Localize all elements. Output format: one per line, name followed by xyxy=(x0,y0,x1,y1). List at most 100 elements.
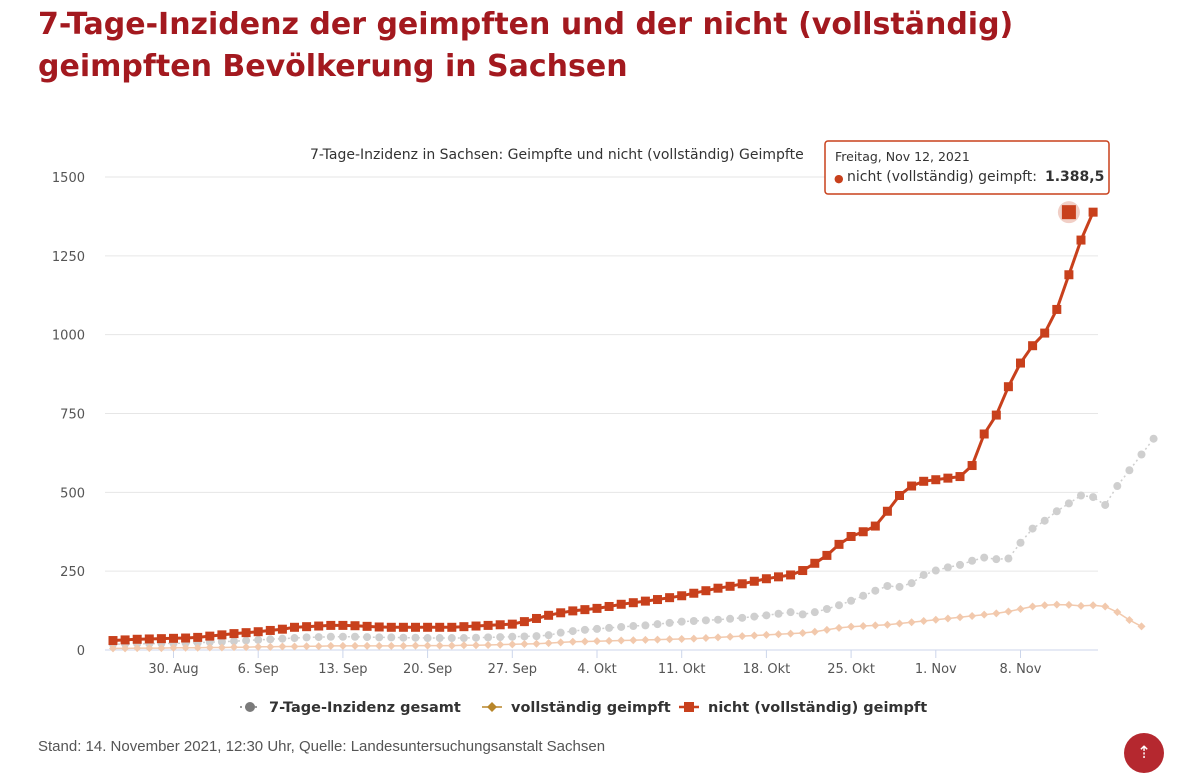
data-point[interactable] xyxy=(701,616,710,625)
data-point[interactable] xyxy=(496,640,505,649)
data-point[interactable] xyxy=(423,622,433,632)
data-point[interactable] xyxy=(145,644,154,653)
data-point[interactable] xyxy=(677,634,686,643)
data-point[interactable] xyxy=(375,641,384,650)
data-point[interactable] xyxy=(290,634,299,643)
data-point[interactable] xyxy=(762,630,771,639)
data-point[interactable] xyxy=(447,622,457,632)
data-point[interactable] xyxy=(556,608,566,618)
data-point[interactable] xyxy=(1076,235,1086,245)
data-point[interactable] xyxy=(798,566,808,576)
data-point[interactable] xyxy=(302,642,311,651)
data-point[interactable] xyxy=(447,641,456,650)
data-point[interactable] xyxy=(544,639,553,648)
data-point[interactable] xyxy=(1028,524,1037,533)
data-point[interactable] xyxy=(290,642,299,651)
data-point[interactable] xyxy=(968,556,977,565)
data-point[interactable] xyxy=(943,614,952,623)
data-point[interactable] xyxy=(242,643,251,652)
highlight-point[interactable] xyxy=(1061,205,1076,220)
data-point[interactable] xyxy=(217,630,227,640)
data-point[interactable] xyxy=(653,620,662,629)
legend-marker[interactable] xyxy=(684,702,694,712)
data-point[interactable] xyxy=(447,634,456,643)
data-point[interactable] xyxy=(858,527,868,537)
data-point[interactable] xyxy=(254,642,263,651)
data-point[interactable] xyxy=(774,572,783,582)
data-point[interactable] xyxy=(689,634,698,643)
legend-marker[interactable] xyxy=(245,702,255,712)
data-point[interactable] xyxy=(931,566,940,575)
data-point[interactable] xyxy=(701,586,711,596)
data-point[interactable] xyxy=(544,631,553,640)
data-point[interactable] xyxy=(919,476,929,486)
data-point[interactable] xyxy=(265,625,275,635)
data-point[interactable] xyxy=(1089,493,1098,502)
data-point[interactable] xyxy=(1088,207,1098,217)
data-point[interactable] xyxy=(992,609,1001,618)
data-point[interactable] xyxy=(714,633,722,642)
data-point[interactable] xyxy=(314,621,324,631)
data-point[interactable] xyxy=(955,472,965,482)
data-point[interactable] xyxy=(435,641,444,650)
data-point[interactable] xyxy=(278,642,287,651)
data-point[interactable] xyxy=(556,638,565,647)
data-point[interactable] xyxy=(871,586,880,595)
data-point[interactable] xyxy=(266,635,275,644)
data-point[interactable] xyxy=(1113,482,1122,491)
data-point[interactable] xyxy=(870,521,880,531)
data-point[interactable] xyxy=(786,608,795,617)
series-2[interactable] xyxy=(108,207,1098,646)
data-point[interactable] xyxy=(859,622,868,631)
data-point[interactable] xyxy=(532,613,541,623)
data-point[interactable] xyxy=(835,601,843,610)
data-point[interactable] xyxy=(338,632,347,641)
data-point[interactable] xyxy=(1125,616,1134,625)
data-point[interactable] xyxy=(822,605,831,614)
data-point[interactable] xyxy=(750,631,759,640)
data-point[interactable] xyxy=(1004,607,1013,616)
data-point[interactable] xyxy=(593,637,601,646)
data-point[interactable] xyxy=(786,629,795,638)
data-point[interactable] xyxy=(1101,500,1110,509)
data-point[interactable] xyxy=(471,621,481,631)
data-point[interactable] xyxy=(762,611,771,620)
data-point[interactable] xyxy=(399,633,408,642)
data-point[interactable] xyxy=(810,608,819,617)
data-point[interactable] xyxy=(1003,382,1013,392)
data-point[interactable] xyxy=(568,637,577,646)
data-point[interactable] xyxy=(1137,450,1146,459)
data-point[interactable] xyxy=(629,636,638,645)
data-point[interactable] xyxy=(980,610,989,619)
data-point[interactable] xyxy=(1016,358,1025,368)
data-point[interactable] xyxy=(677,591,687,601)
data-point[interactable] xyxy=(749,576,759,586)
data-point[interactable] xyxy=(714,615,722,624)
data-point[interactable] xyxy=(1028,602,1037,611)
data-point[interactable] xyxy=(520,632,529,641)
data-point[interactable] xyxy=(968,611,977,620)
data-point[interactable] xyxy=(169,643,178,652)
data-point[interactable] xyxy=(628,598,638,608)
scroll-top-button[interactable]: ⇡ xyxy=(1124,733,1164,773)
data-point[interactable] xyxy=(423,641,432,650)
data-point[interactable] xyxy=(435,634,444,643)
data-point[interactable] xyxy=(1052,304,1062,314)
data-point[interactable] xyxy=(472,633,480,642)
data-point[interactable] xyxy=(750,612,759,621)
data-point[interactable] xyxy=(617,636,626,645)
data-point[interactable] xyxy=(1016,538,1025,547)
data-point[interactable] xyxy=(907,579,916,588)
data-point[interactable] xyxy=(737,579,747,589)
data-point[interactable] xyxy=(338,620,348,630)
data-point[interactable] xyxy=(931,475,941,485)
data-point[interactable] xyxy=(242,636,251,645)
data-point[interactable] xyxy=(653,595,662,605)
data-point[interactable] xyxy=(774,630,783,639)
data-point[interactable] xyxy=(605,623,614,632)
data-point[interactable] xyxy=(217,637,226,646)
data-point[interactable] xyxy=(435,622,445,632)
data-point[interactable] xyxy=(725,581,735,591)
data-point[interactable] xyxy=(326,632,335,641)
data-point[interactable] xyxy=(326,620,336,630)
